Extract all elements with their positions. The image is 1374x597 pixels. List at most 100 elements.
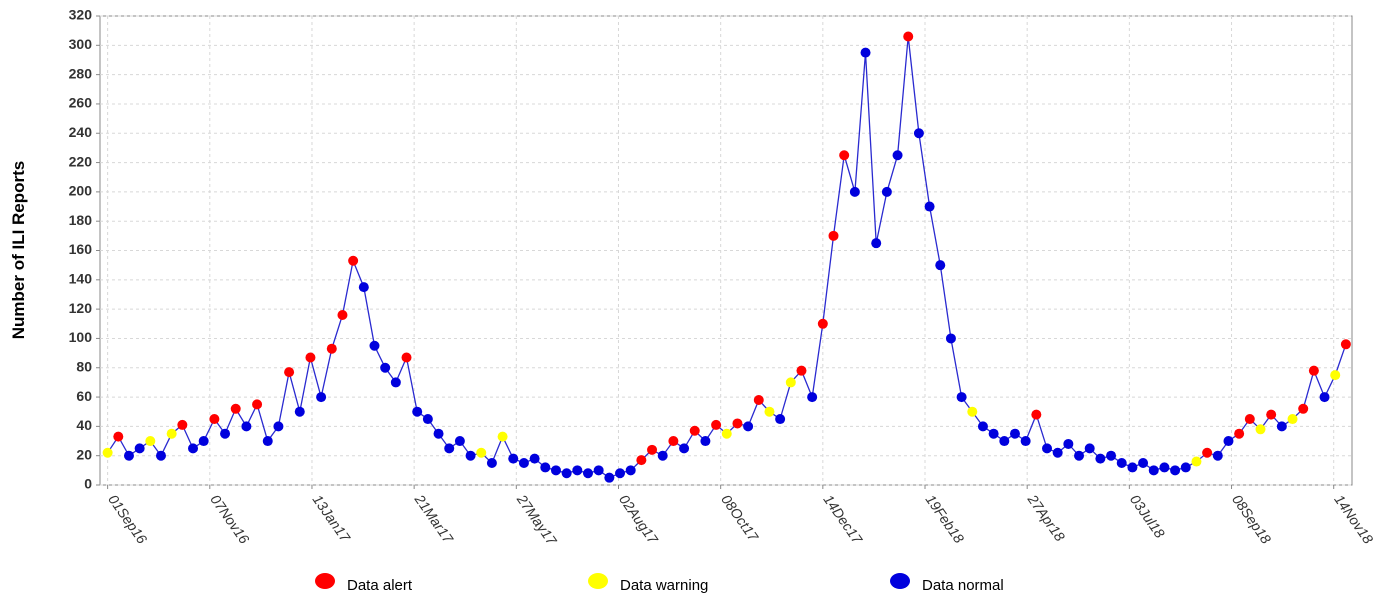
y-tick-label: 60 — [76, 388, 92, 404]
x-tick-label: 08Oct17 — [718, 492, 762, 546]
data-point — [1042, 443, 1053, 454]
data-point — [796, 365, 807, 376]
data-point — [721, 428, 732, 439]
data-point — [262, 436, 273, 447]
y-tick-label: 200 — [69, 183, 93, 199]
data-point — [785, 377, 796, 388]
data-point — [476, 447, 487, 458]
data-point — [764, 406, 775, 417]
data-point — [369, 340, 380, 351]
data-point — [1020, 436, 1031, 447]
data-point — [743, 421, 754, 432]
data-point — [166, 428, 177, 439]
y-tick-label: 80 — [76, 358, 92, 374]
data-point — [1340, 339, 1351, 350]
data-point — [679, 443, 690, 454]
data-point — [1052, 447, 1063, 458]
data-point — [753, 394, 764, 405]
legend-label: Data alert — [347, 577, 413, 594]
data-point — [625, 465, 636, 476]
data-point — [700, 436, 711, 447]
data-point — [892, 150, 903, 161]
data-point — [465, 450, 476, 461]
y-tick-label: 240 — [69, 124, 93, 140]
y-tick-label: 0 — [84, 476, 92, 492]
data-point — [401, 352, 412, 363]
x-tick-label: 27May17 — [513, 491, 560, 549]
data-point — [871, 238, 882, 249]
data-point — [967, 406, 978, 417]
y-tick-label: 140 — [69, 271, 93, 287]
data-point — [817, 318, 828, 329]
data-point — [1202, 447, 1213, 458]
data-point — [433, 428, 444, 439]
data-point — [241, 421, 252, 432]
data-point — [273, 421, 284, 432]
data-point — [1031, 409, 1042, 420]
data-point — [529, 453, 540, 464]
data-point — [593, 465, 604, 476]
data-point — [668, 436, 679, 447]
data-point — [230, 403, 241, 414]
x-tick-label: 02Aug17 — [616, 492, 662, 548]
data-point — [689, 425, 700, 436]
data-point — [1298, 403, 1309, 414]
y-tick-label: 220 — [69, 153, 93, 169]
data-point — [1191, 456, 1202, 467]
data-point — [102, 447, 113, 458]
y-tick-label: 180 — [69, 212, 93, 228]
data-point — [999, 436, 1010, 447]
y-tick-label: 160 — [69, 241, 93, 257]
data-point — [711, 419, 722, 430]
data-point — [305, 352, 316, 363]
data-point — [412, 406, 423, 417]
data-point — [134, 443, 145, 454]
x-tick-label: 21Mar17 — [411, 491, 457, 547]
data-point — [508, 453, 519, 464]
y-axis-label: Number of ILI Reports — [9, 161, 28, 340]
data-point — [1266, 409, 1277, 420]
data-point — [913, 128, 924, 139]
data-point — [1180, 462, 1191, 473]
x-tick-label: 13Jan17 — [310, 492, 355, 546]
data-point — [358, 282, 369, 293]
data-point — [839, 150, 850, 161]
data-point — [1319, 392, 1330, 403]
x-tick-label: 14Nov18 — [1331, 492, 1374, 547]
data-point — [220, 428, 231, 439]
data-point — [1116, 458, 1127, 469]
data-point — [177, 419, 188, 430]
data-point — [1255, 424, 1266, 435]
legend-swatch — [890, 573, 910, 589]
data-point — [903, 31, 914, 42]
data-point — [732, 418, 743, 429]
data-point — [1287, 414, 1298, 425]
data-point — [1127, 462, 1138, 473]
data-point — [444, 443, 455, 454]
data-point — [550, 465, 561, 476]
data-point — [198, 436, 209, 447]
data-point — [615, 468, 626, 479]
data-point — [1170, 465, 1181, 476]
data-line — [107, 36, 1347, 479]
data-point — [1244, 414, 1255, 425]
data-point — [454, 436, 465, 447]
data-point — [422, 414, 433, 425]
data-point — [252, 399, 263, 410]
data-point — [935, 260, 946, 271]
data-point — [604, 472, 615, 483]
data-point — [1074, 450, 1085, 461]
y-tick-label: 280 — [69, 65, 93, 81]
data-point — [1234, 428, 1245, 439]
y-tick-label: 300 — [69, 36, 93, 52]
legend-label: Data warning — [620, 577, 708, 594]
data-point — [977, 421, 988, 432]
data-point — [294, 406, 305, 417]
data-point — [1330, 370, 1341, 381]
data-point — [572, 465, 583, 476]
data-point — [123, 450, 134, 461]
grid — [100, 15, 1352, 486]
data-point — [1084, 443, 1095, 454]
x-tick-label: 03Jul18 — [1127, 492, 1168, 542]
